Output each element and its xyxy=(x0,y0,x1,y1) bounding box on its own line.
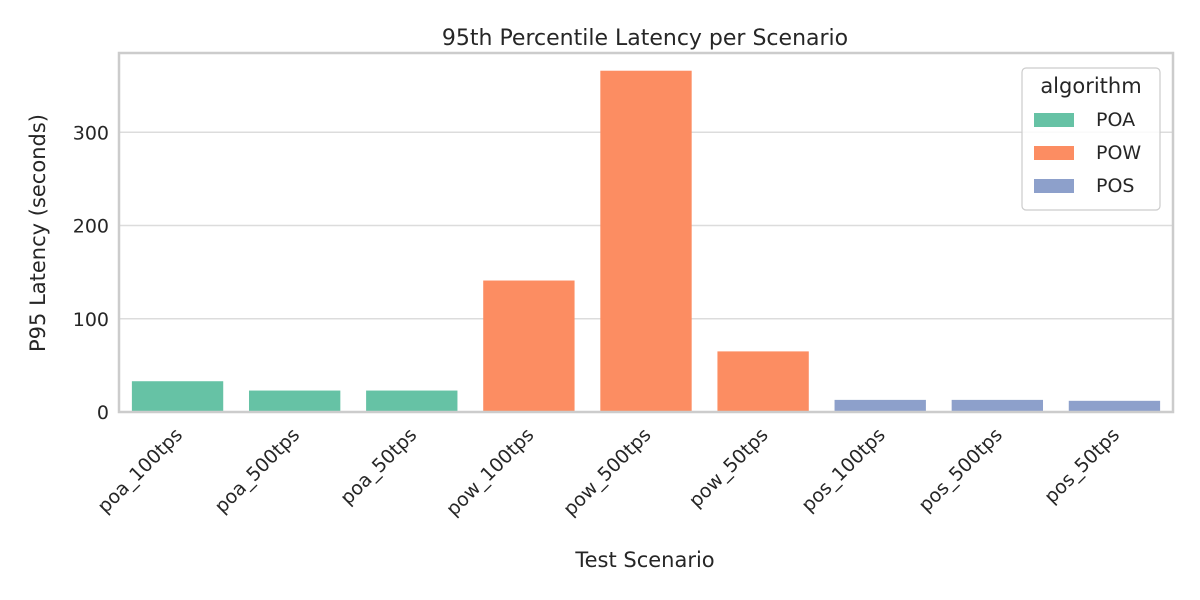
legend-swatch-pos xyxy=(1034,179,1074,193)
x-axis-label: Test Scenario xyxy=(574,548,714,572)
bars-layer xyxy=(131,70,1161,412)
legend-label-pos: POS xyxy=(1096,175,1134,197)
bar-poa_100tps xyxy=(131,381,224,412)
bar-pow_50tps xyxy=(717,351,809,412)
legend-frame xyxy=(1021,67,1161,211)
bar-poa_500tps xyxy=(248,390,341,412)
legend: algorithm POA POW POS xyxy=(1021,67,1161,211)
bar-pos_100tps xyxy=(834,399,926,412)
y-tick-label: 0 xyxy=(97,402,109,424)
bar-poa_50tps xyxy=(366,390,458,412)
bar-pos_500tps xyxy=(951,399,1044,412)
y-tick-labels: 0 100 200 300 xyxy=(73,122,109,424)
y-tick-label: 200 xyxy=(73,216,109,238)
legend-label-pow: POW xyxy=(1096,142,1141,164)
legend-label-poa: POA xyxy=(1096,109,1135,131)
legend-swatch-poa xyxy=(1034,113,1074,127)
legend-title: algorithm xyxy=(1040,74,1141,98)
y-axis-label: P95 Latency (seconds) xyxy=(26,114,50,352)
legend-swatch-pow xyxy=(1034,146,1074,160)
y-tick-label: 100 xyxy=(73,309,109,331)
bar-pos_50tps xyxy=(1068,400,1161,412)
y-tick-label: 300 xyxy=(73,122,109,144)
bar-pow_100tps xyxy=(483,280,575,412)
bar-pow_500tps xyxy=(600,70,692,412)
chart-title: 95th Percentile Latency per Scenario xyxy=(442,26,848,51)
legend-entries: POA POW POS xyxy=(1034,109,1141,197)
plot-frame xyxy=(117,51,1175,414)
